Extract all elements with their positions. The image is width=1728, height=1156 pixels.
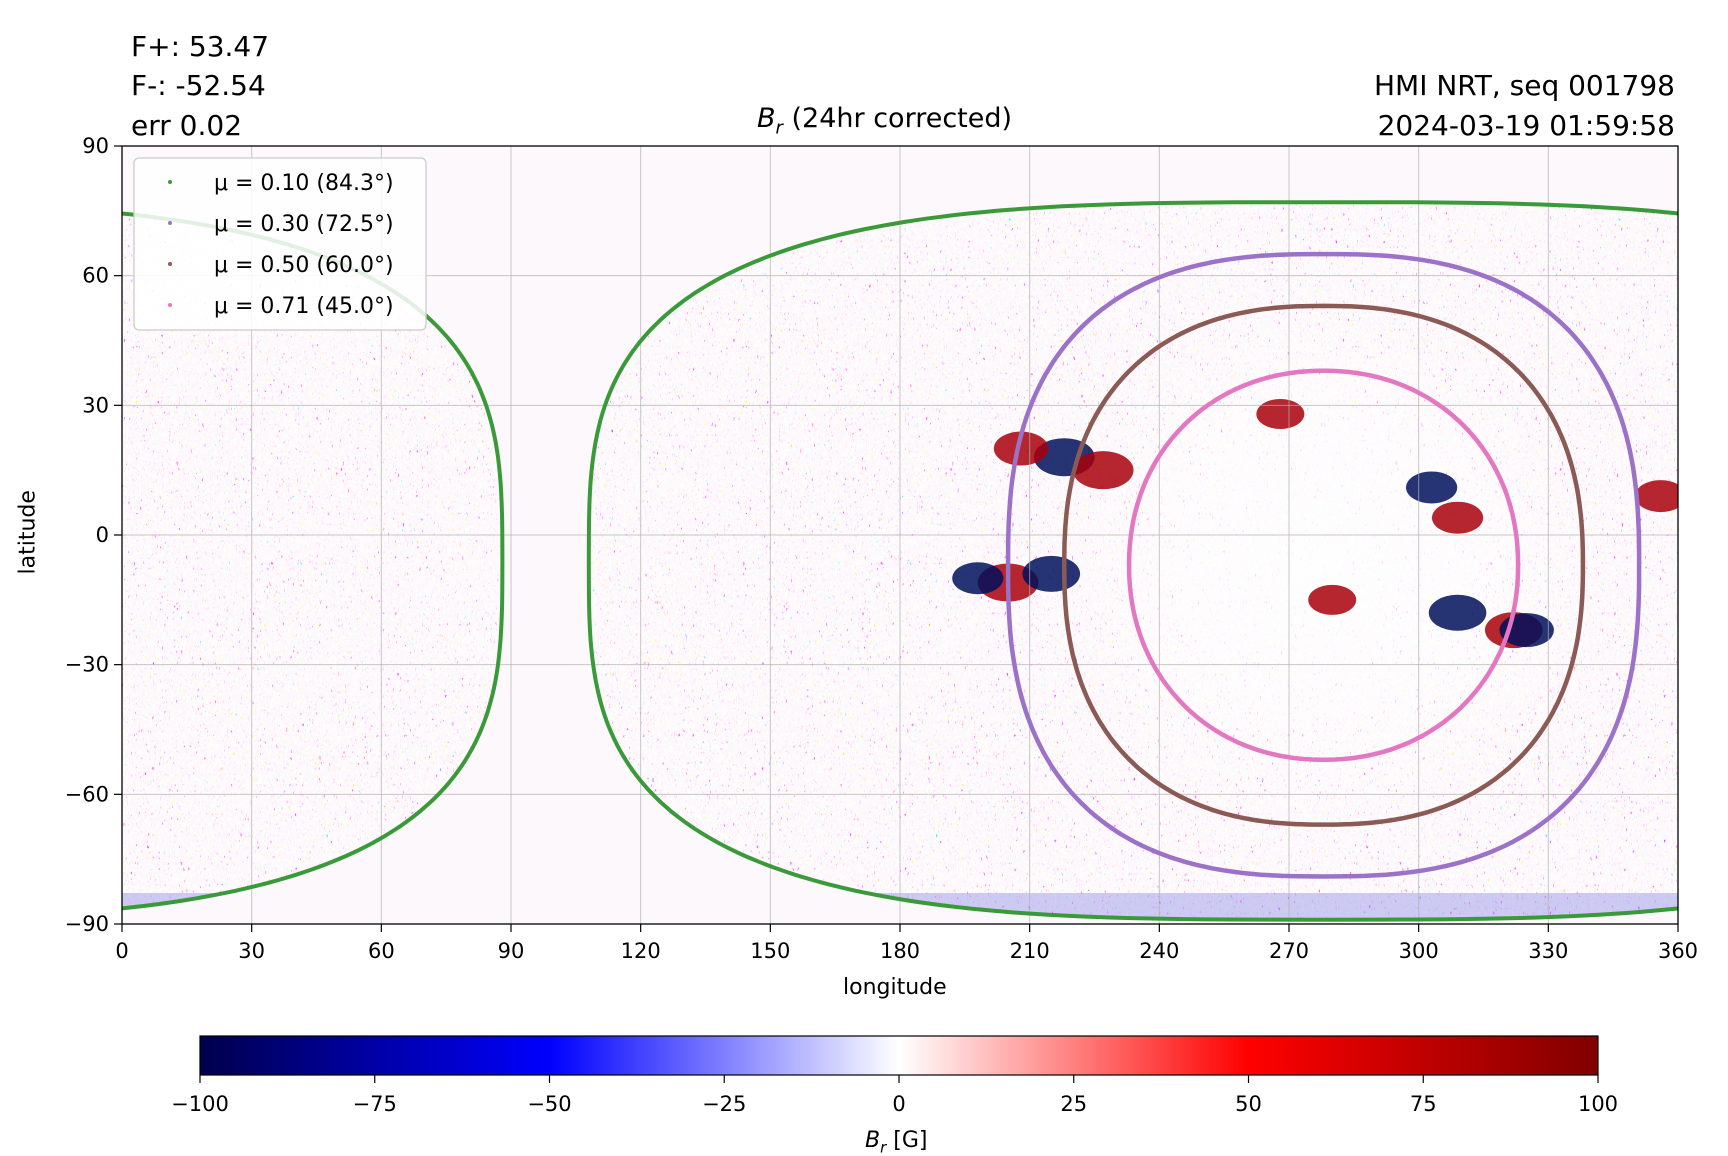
colorbar-symbol: B	[865, 1128, 881, 1153]
colorbar-tick-label: 25	[1060, 1092, 1087, 1116]
y-tick-label: 90	[82, 134, 109, 158]
mu-contour	[1061, 303, 1586, 827]
chart-title: Br (24hr corrected)	[757, 103, 1012, 138]
legend: μ = 0.10 (84.3°) μ = 0.30 (72.5°) μ = 0.50…	[133, 157, 427, 331]
legend-label: μ = 0.30 (72.5°)	[214, 212, 394, 237]
colorbar-tick-label: −50	[527, 1092, 571, 1116]
x-tick-label: 90	[498, 939, 525, 963]
x-tick-label: 210	[1010, 939, 1050, 963]
timestamp: 2024-03-19 01:59:58	[1377, 109, 1675, 142]
disk-center-fade	[1061, 302, 1587, 828]
y-tick-label: 0	[96, 523, 109, 547]
active-region	[1406, 471, 1458, 504]
flux-positive: F+: 53.47	[131, 30, 270, 63]
colorbar-units: [G]	[886, 1128, 928, 1153]
legend-label: μ = 0.10 (84.3°)	[214, 171, 394, 196]
legend-label: μ = 0.50 (60.0°)	[214, 253, 394, 278]
x-tick-label: 180	[880, 939, 920, 963]
colorbar-tick-label: −25	[702, 1092, 746, 1116]
x-tick-label: 120	[621, 939, 661, 963]
active-region	[1635, 480, 1678, 513]
active-region	[1428, 594, 1487, 631]
flux-negative: F-: -52.54	[131, 69, 266, 102]
colorbar-tick-label: −75	[353, 1092, 397, 1116]
x-tick-label: 270	[1269, 939, 1309, 963]
x-tick-label: 330	[1528, 939, 1568, 963]
active-region	[993, 431, 1049, 466]
colorbar-tick-label: 75	[1410, 1092, 1437, 1116]
active-region	[1072, 451, 1134, 490]
x-tick-label: 300	[1399, 939, 1439, 963]
y-tick-label: −30	[65, 653, 109, 677]
data-source: HMI NRT, seq 001798	[1373, 69, 1675, 102]
y-tick-label: −90	[65, 912, 109, 936]
active-region	[1022, 555, 1081, 592]
legend-marker	[168, 262, 172, 266]
active-region	[952, 562, 1004, 595]
colorbar-label: Br [G]	[865, 1128, 927, 1156]
colorbar-subscript: r	[880, 1138, 887, 1156]
legend-marker	[168, 303, 172, 307]
colorbar-tick-label: 100	[1578, 1092, 1618, 1116]
x-tick-label: 240	[1139, 939, 1179, 963]
y-tick-label: 30	[82, 393, 109, 417]
y-tick-label: −60	[65, 782, 109, 806]
active-region	[1308, 584, 1357, 615]
legend-marker	[168, 180, 172, 184]
mu-contour	[1005, 251, 1642, 879]
x-axis-label: longitude	[843, 975, 947, 1000]
legend-box	[133, 157, 427, 331]
mu-contour	[1126, 368, 1521, 763]
colorbar-ticks: −100 −75 −50 −25 0 25 50 75 100	[171, 1075, 1618, 1116]
active-region	[1256, 398, 1305, 429]
title-rest: (24hr corrected)	[782, 103, 1013, 134]
colorbar-tick-label: 0	[892, 1092, 905, 1116]
colorbar-tick-label: 50	[1235, 1092, 1262, 1116]
legend-label: μ = 0.71 (45.0°)	[214, 294, 394, 319]
title-subscript: r	[775, 117, 783, 139]
error-value: err 0.02	[131, 109, 243, 142]
y-ticks: −90 −60 −30 0 30 60 90	[65, 134, 122, 936]
colorbar	[199, 1035, 1599, 1076]
active-region	[1431, 501, 1484, 534]
colorbar-tick-label: −100	[171, 1092, 229, 1116]
y-tick-label: 60	[82, 264, 109, 288]
x-tick-label: 60	[368, 939, 395, 963]
x-ticks: 0 30 60 90 120 150 180 210 240 270 300 330 360	[115, 924, 1698, 963]
x-tick-label: 0	[115, 939, 128, 963]
legend-marker	[168, 221, 172, 225]
x-tick-label: 360	[1658, 939, 1698, 963]
x-tick-label: 30	[238, 939, 265, 963]
x-tick-label: 150	[750, 939, 790, 963]
title-symbol: B	[757, 103, 776, 134]
